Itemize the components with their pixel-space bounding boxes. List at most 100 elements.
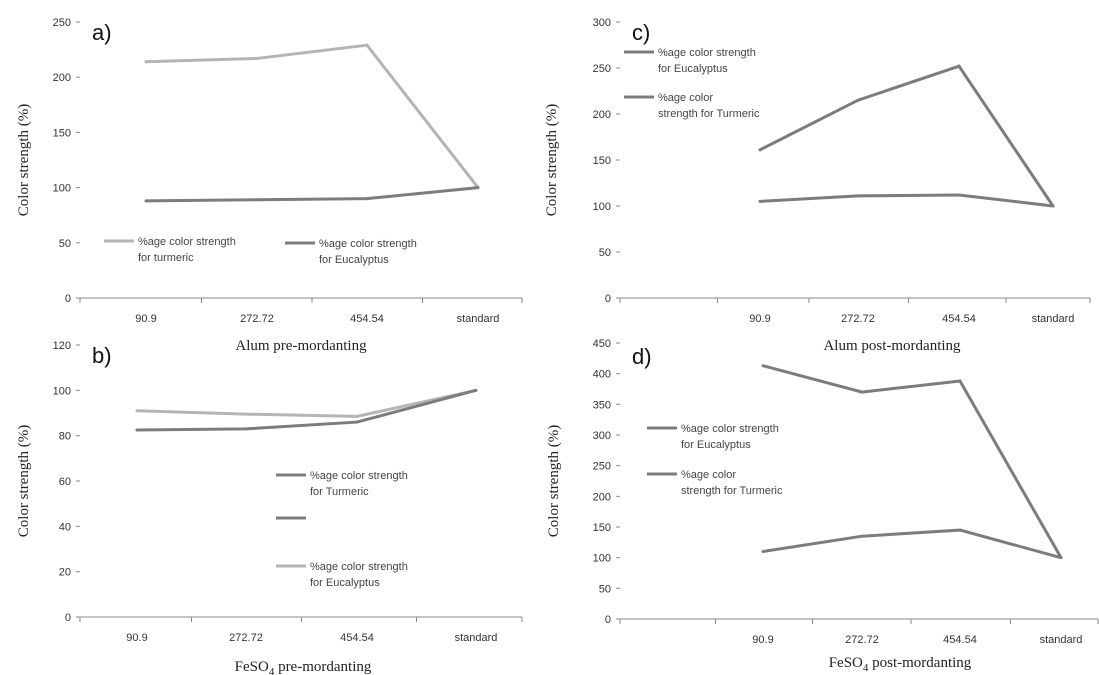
x-tick-label: 90.9: [126, 632, 147, 644]
series-line-1: [759, 64, 1055, 207]
y-tick-label: 150: [593, 522, 611, 534]
x-tick-label: standard: [457, 313, 500, 325]
panel-label: c): [632, 20, 650, 45]
y-tick-label: 150: [593, 155, 611, 167]
data-point: [856, 194, 860, 198]
y-tick-label: 300: [593, 17, 611, 29]
y-tick-label: 0: [65, 293, 71, 305]
x-axis-title: Alum pre-mordanting: [235, 338, 367, 354]
legend-label: for Eucalyptus: [658, 63, 728, 75]
legend-label: strength for Turmeric: [681, 485, 783, 497]
y-tick-label: 20: [59, 567, 71, 579]
legend-label: %age color strength: [310, 561, 408, 573]
x-tick-label: standard: [1040, 634, 1083, 646]
legend-entry: %age color strength for Turmeric: [647, 469, 783, 497]
y-tick-label: 200: [593, 491, 611, 503]
y-tick-label: 50: [599, 247, 611, 259]
y-tick-label: 100: [593, 553, 611, 565]
series-line-1: [136, 388, 477, 418]
y-tick-label: 50: [59, 238, 71, 250]
y-tick-label: 300: [593, 430, 611, 442]
x-tick-label: 454.54: [943, 634, 977, 646]
x-tick-label: 272.72: [229, 632, 263, 644]
x-tick-label: 272.72: [240, 313, 274, 325]
panel-b: 0 20 40 60 80 100 120 90.9 272.72 454.54 standard b…: [16, 340, 523, 675]
series-line-2: [136, 388, 477, 432]
legend-entry: %age color strength for Turmeric: [276, 470, 408, 498]
y-tick-label: 100: [53, 183, 71, 195]
data-point: [860, 390, 864, 394]
series-line-1: [762, 364, 1063, 559]
data-point: [255, 198, 259, 202]
panel-a: 0 50 100 150 200 250 90.9 272.72 454.54 standard a…: [16, 17, 523, 354]
legend-entry: %age color strength for Eucalyptus: [285, 238, 417, 266]
x-tick-label: 272.72: [845, 634, 879, 646]
data-point: [761, 364, 765, 368]
data-point: [144, 199, 148, 203]
legend-label: %age color strength: [138, 236, 236, 248]
y-tick-label: 0: [605, 614, 611, 626]
legend-label: %age color strength: [681, 423, 779, 435]
x-tick-label: 90.9: [749, 313, 770, 325]
legend-label: %age color strength: [310, 470, 408, 482]
data-point: [957, 193, 961, 197]
data-point: [355, 420, 359, 424]
x-tick-label: 454.54: [350, 313, 384, 325]
y-tick-label: 0: [605, 293, 611, 305]
legend-label: for Eucalyptus: [310, 577, 380, 589]
legend-label: for Eucalyptus: [319, 254, 389, 266]
x-tick-label: 272.72: [841, 313, 875, 325]
y-axis-title: Color strength (%): [16, 104, 32, 216]
series-line-2: [759, 193, 1054, 208]
y-tick-label: 150: [53, 127, 71, 139]
legend-entry: %age color strength for Turmeric: [624, 92, 760, 120]
series-line-2: [762, 528, 1062, 560]
data-point: [758, 148, 762, 152]
y-tick-label: 50: [599, 583, 611, 595]
panel-c: 0 50 100 150 200 250 300 90.9 272.72 454.54 standa…: [544, 17, 1091, 354]
y-tick-label: 350: [593, 399, 611, 411]
data-point: [244, 412, 248, 416]
data-point: [135, 428, 139, 432]
x-axis-title: Alum post-mordanting: [823, 338, 961, 354]
y-tick-label: 60: [59, 476, 71, 488]
legend-entry: %age color strength for Eucalyptus: [624, 47, 756, 75]
y-tick-label: 450: [593, 338, 611, 350]
x-tick-label: 90.9: [752, 634, 773, 646]
legend-label: %age color strength: [319, 238, 417, 250]
data-point: [856, 98, 860, 102]
y-axis-title: Color strength (%): [544, 104, 560, 216]
legend-label: for Eucalyptus: [681, 439, 751, 451]
y-axis-title: Color strength (%): [16, 425, 32, 537]
data-point: [144, 60, 148, 64]
y-tick-label: 40: [59, 521, 71, 533]
data-point: [1059, 556, 1063, 560]
data-point: [255, 56, 259, 60]
data-point: [958, 379, 962, 383]
y-tick-label: 80: [59, 431, 71, 443]
legend-label: %age color: [681, 469, 736, 481]
x-axis-title: FeSO4 pre-mordanting: [235, 659, 372, 675]
x-tick-label: standard: [455, 632, 498, 644]
y-tick-label: 250: [53, 17, 71, 29]
data-point: [958, 528, 962, 532]
panel-d: 0 50 100 150 200 250 300 350 400 450 90.9 272.72 454…: [546, 338, 1099, 674]
data-point: [1051, 204, 1055, 208]
data-point: [761, 550, 765, 554]
data-point: [476, 186, 480, 190]
legend-label: for Turmeric: [310, 486, 369, 498]
data-point: [474, 388, 478, 392]
x-tick-label: 454.54: [340, 632, 374, 644]
series-line-2: [145, 186, 479, 203]
legend-entry: %age color strength for Eucalyptus: [276, 561, 408, 589]
x-tick-label: standard: [1032, 313, 1075, 325]
x-tick-label: 454.54: [942, 313, 976, 325]
legend-entry: %age color strength for Eucalyptus: [647, 423, 779, 451]
legend-entry: %age color strength for turmeric: [104, 236, 236, 264]
y-axis-title: Color strength (%): [546, 425, 562, 537]
x-tick-label: 90.9: [135, 313, 156, 325]
data-point: [758, 199, 762, 203]
legend-label: %age color: [658, 92, 713, 104]
data-point: [365, 43, 369, 47]
y-tick-label: 100: [593, 201, 611, 213]
